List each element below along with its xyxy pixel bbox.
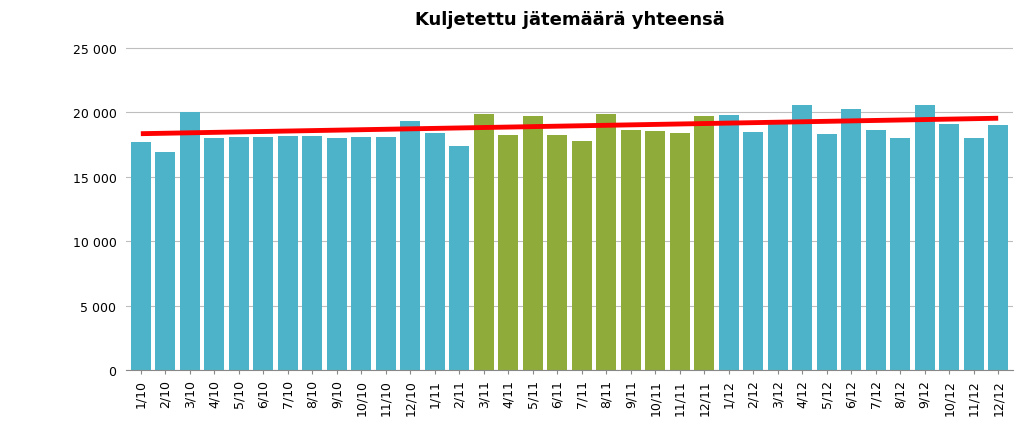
Bar (768, 121, 787, 370)
Bar (253, 138, 273, 370)
Bar (205, 138, 224, 370)
Bar (547, 135, 567, 370)
Bar (522, 117, 543, 370)
Bar (131, 143, 151, 370)
Bar (914, 106, 935, 370)
Bar (988, 126, 1009, 370)
Bar (376, 138, 396, 370)
Bar (228, 138, 249, 370)
Bar (596, 115, 616, 370)
Bar (400, 122, 420, 370)
Bar (694, 117, 715, 370)
Bar (743, 133, 763, 370)
Bar (793, 106, 812, 370)
Bar (351, 138, 372, 370)
Bar (621, 131, 641, 370)
Bar (156, 153, 175, 370)
Bar (890, 138, 910, 370)
Bar (302, 137, 323, 370)
Bar (278, 137, 298, 370)
Bar (425, 134, 444, 370)
Bar (719, 116, 738, 370)
Bar (939, 125, 959, 370)
Bar (571, 141, 592, 370)
Bar (450, 147, 469, 370)
Title: Kuljetettu jätemäärä yhteensä: Kuljetettu jätemäärä yhteensä (415, 11, 724, 29)
Bar (474, 115, 494, 370)
Bar (180, 113, 200, 370)
Bar (841, 109, 861, 370)
Bar (817, 134, 837, 370)
Bar (499, 135, 518, 370)
Bar (964, 138, 984, 370)
Bar (327, 138, 347, 370)
Bar (670, 134, 690, 370)
Bar (645, 132, 666, 370)
Bar (865, 131, 886, 370)
